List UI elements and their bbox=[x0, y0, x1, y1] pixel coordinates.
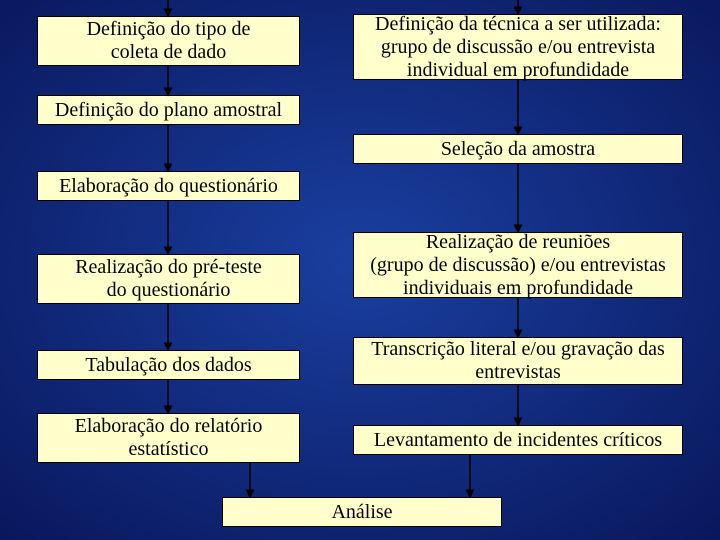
box-r5: Levantamento de incidentes críticos bbox=[353, 425, 683, 455]
box-l2: Definição do plano amostral bbox=[37, 95, 300, 125]
box-r4: Transcrição literal e/ou gravação dasent… bbox=[353, 337, 683, 385]
box-r2: Seleção da amostra bbox=[353, 134, 683, 164]
box-l5: Tabulação dos dados bbox=[37, 350, 300, 380]
box-l3: Elaboração do questionário bbox=[37, 171, 300, 201]
box-r3: Realização de reuniões(grupo de discussã… bbox=[353, 232, 683, 298]
box-l6: Elaboração do relatórioestatístico bbox=[37, 413, 300, 463]
box-r1: Definição da técnica a ser utilizada:gru… bbox=[353, 14, 683, 80]
box-l1: Definição do tipo decoleta de dado bbox=[37, 16, 300, 66]
box-an: Análise bbox=[222, 497, 502, 527]
box-l4: Realização do pré-testedo questionário bbox=[37, 254, 300, 304]
